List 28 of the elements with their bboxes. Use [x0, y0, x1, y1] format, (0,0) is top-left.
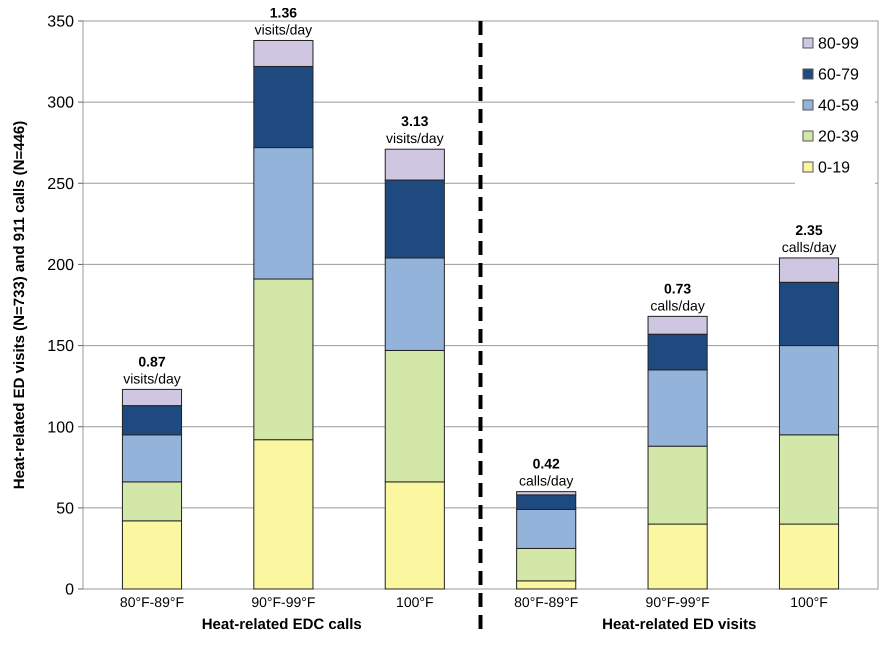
y-axis-title: Heat-related ED visits (N=733) and 911 calls (N=446) [11, 120, 28, 490]
legend-label: 80-99 [818, 36, 860, 53]
text: Heat-related ED visits [602, 616, 756, 633]
x-tick-label: 80°F-89°F [514, 594, 578, 610]
annotation: 2.35 calls/day [782, 222, 836, 255]
y-tick-label: 100 [47, 419, 74, 436]
annotation: 3.13 visits/day [386, 113, 444, 146]
y-tick-label: 250 [47, 176, 74, 193]
y-tick-label: 0 [65, 582, 74, 599]
annotation: 1.36 visits/day [254, 4, 312, 38]
text: Heat-related EDC calls [202, 616, 362, 633]
y-tick-label: 300 [47, 94, 74, 112]
legend-label: 0-19 [818, 160, 850, 177]
x-tick-label: 100°F [790, 594, 828, 610]
x-tick-label: 90°F-99°F [646, 594, 710, 610]
legend-label: 60-79 [818, 66, 860, 84]
y-tick-label: 150 [47, 338, 74, 356]
annotation: 0.42 calls/day [518, 456, 574, 489]
annotation: 0.87 visits/day [123, 353, 181, 386]
x-tick-label: 80°F-89°F [120, 594, 184, 610]
x-tick-label: 90°F-99°F [251, 594, 316, 610]
y-tick-label: 200 [47, 257, 74, 274]
annotation: 0.73 calls/day [650, 280, 705, 314]
y-tick-label: 350 [47, 14, 74, 31]
legend-label: 20-39 [818, 128, 860, 146]
legend-label: 40-59 [818, 98, 860, 115]
y-tick-label: 50 [56, 500, 74, 518]
x-tick-label: 100°F [396, 594, 434, 610]
